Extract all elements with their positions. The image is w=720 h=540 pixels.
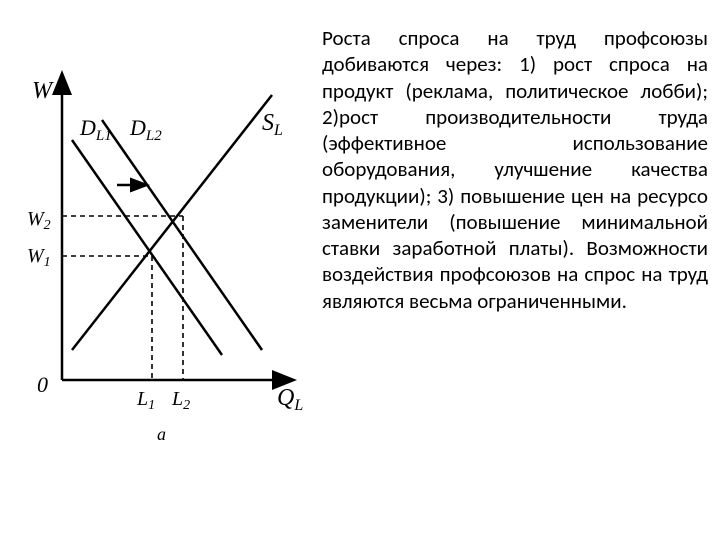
w1-label: W1 <box>27 245 51 270</box>
chart-panel: W 0 QL DL1 DL2 SL W2 <box>12 20 312 520</box>
x-axis-label: QL <box>277 385 303 414</box>
paragraph-text: Роста спроса на труд профсоюзы добиваютс… <box>322 25 708 314</box>
l1-label: L1 <box>136 388 155 413</box>
footer-label: a <box>157 424 166 444</box>
demand2-label: DL2 <box>129 115 162 144</box>
demand1-label: DL1 <box>79 115 112 144</box>
w2-label: W2 <box>27 208 51 233</box>
origin-label: 0 <box>37 372 48 397</box>
demand-line-2 <box>102 120 262 350</box>
text-panel: Роста спроса на труд профсоюзы добиваютс… <box>312 20 708 520</box>
slide: W 0 QL DL1 DL2 SL W2 <box>0 0 720 540</box>
l2-label: L2 <box>171 388 190 413</box>
supply-demand-chart: W 0 QL DL1 DL2 SL W2 <box>12 20 312 480</box>
supply-label: SL <box>262 110 283 139</box>
y-axis-label: W <box>32 78 54 104</box>
